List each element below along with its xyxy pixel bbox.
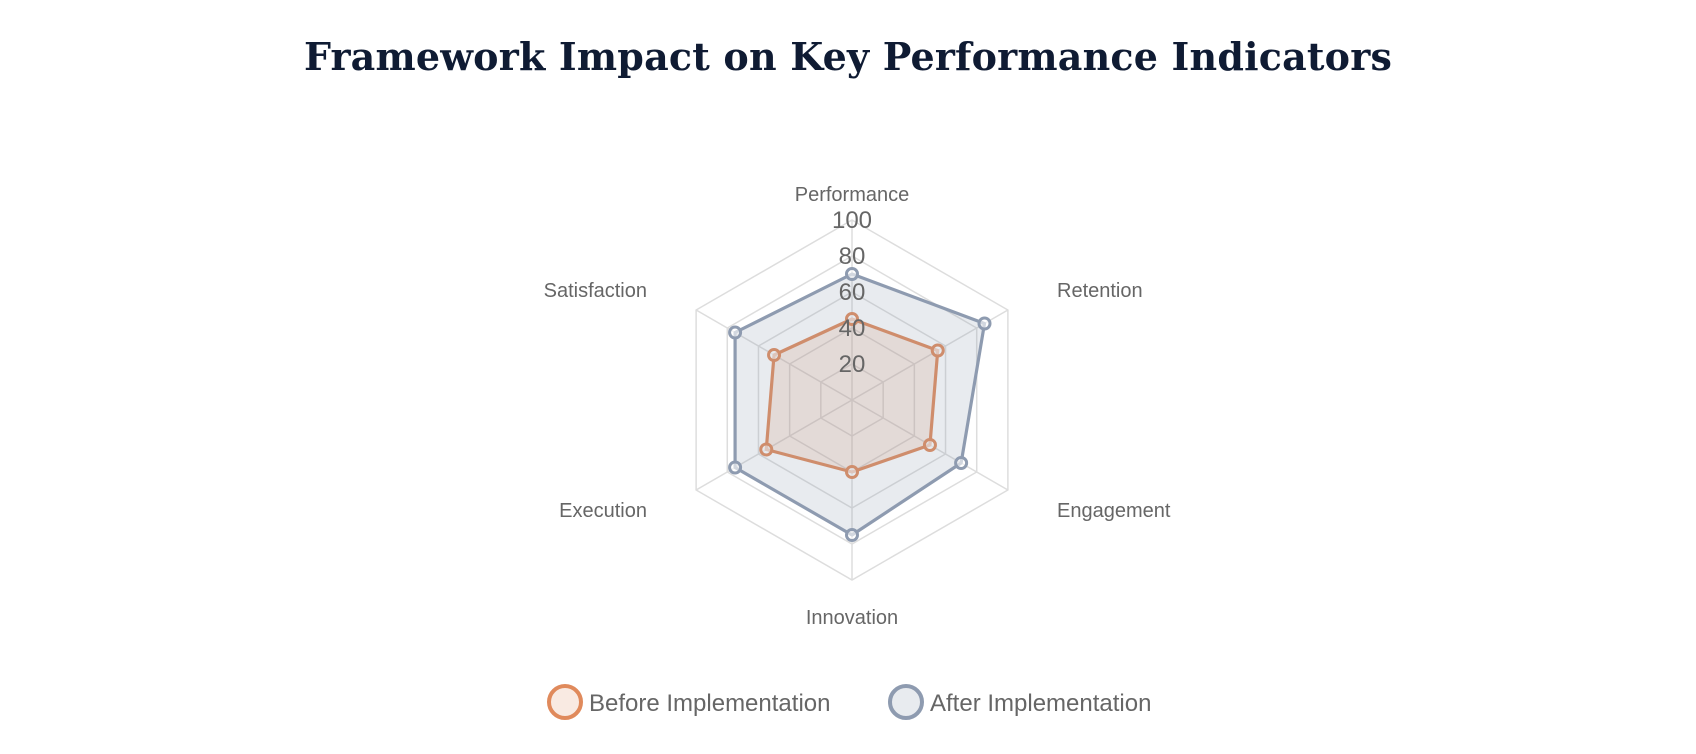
axis-label-execution: Execution [559,500,647,522]
grid-spoke [695,399,853,491]
radar-axis-labels: Performance Retention Engagement Innovation… [544,184,1171,629]
data-point [845,312,859,326]
data-point [922,438,937,452]
data-point [845,267,859,281]
axis-label-retention: Retention [1057,280,1143,302]
data-point [845,465,859,479]
data-point [728,325,743,340]
axis-label-performance: Performance [795,184,910,206]
radar-series [728,267,992,542]
axis-label-engagement: Engagement [1057,500,1171,522]
tick-label: 60 [839,279,866,306]
data-point [845,528,859,542]
data-point [767,348,782,362]
legend-item-before[interactable]: Before Implementation [547,684,830,720]
legend-item-after[interactable]: After Implementation [888,684,1151,720]
data-point [759,442,774,457]
data-point [930,343,945,358]
data-point [954,456,969,470]
series-before [759,312,945,479]
legend-marker [547,684,583,720]
data-point [977,316,992,331]
tick-label: 100 [832,207,872,234]
series-after [728,267,992,542]
axis-label-innovation: Innovation [806,607,898,629]
chart-legend[interactable]: Before Implementation After Implementatio… [547,684,1151,720]
legend-label: After Implementation [930,690,1151,717]
legend-marker [888,684,924,720]
tick-label: 20 [839,351,866,378]
legend-label: Before Implementation [589,690,830,717]
axis-label-satisfaction: Satisfaction [544,280,647,302]
tick-label: 40 [839,315,866,342]
tick-label: 80 [839,243,866,270]
series-area [733,272,987,537]
radar-ticks: 20 40 60 80 100 [832,207,872,378]
data-point [728,460,743,475]
chart-title: Framework Impact on Key Performance Indi… [303,34,1393,79]
